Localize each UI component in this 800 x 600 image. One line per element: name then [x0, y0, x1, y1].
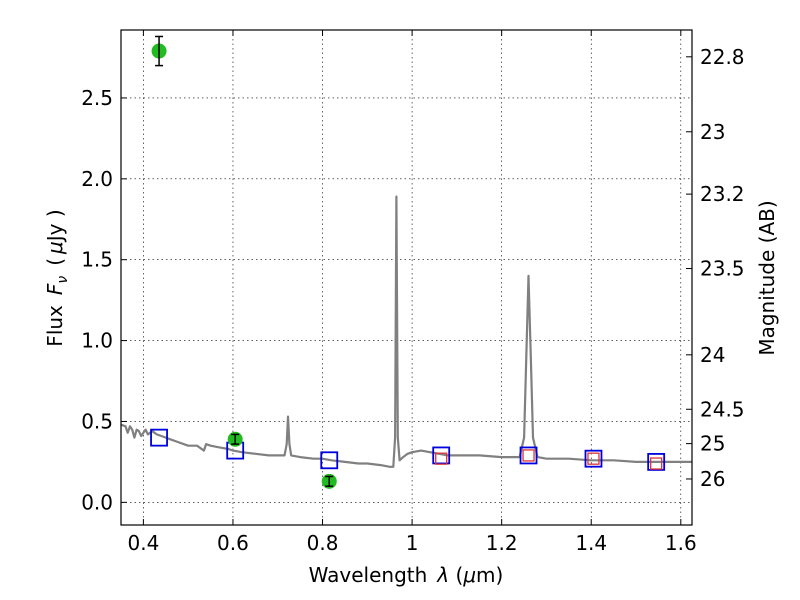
x-axis-label: Wavelength λ (μm)	[309, 563, 504, 587]
model-red-square	[522, 449, 535, 462]
grid-layer	[121, 30, 692, 525]
y-axis-label: FluxFν(μJy )	[43, 209, 71, 346]
x-tick-label: 0.6	[217, 531, 249, 555]
y-tick-label: 2.5	[81, 86, 113, 110]
y2-tick-label: 23	[700, 120, 725, 144]
x-tick-label: 1.4	[575, 531, 607, 555]
model-blue-square	[320, 451, 339, 470]
y2-tick-label: 26	[700, 467, 725, 491]
tick-layer: 0.4 0.6 0.8 1 1.2 1.4 1.6 0.0 0.5 1.0 1.5 2.0 2.5 22.…	[81, 30, 745, 555]
x-tick-label: 1.6	[665, 531, 697, 555]
series-layer	[120, 195, 692, 468]
spectrum-line	[120, 195, 692, 468]
x-tick-label: 0.8	[307, 531, 339, 555]
x-tick-label: 0.4	[127, 531, 159, 555]
model-red-square	[435, 452, 448, 465]
plot-frame	[120, 29, 693, 526]
marker-layer	[150, 35, 666, 489]
model-red-square	[650, 457, 663, 470]
y2-tick-label: 23.5	[700, 257, 745, 281]
y-tick-label: 2.0	[81, 167, 113, 191]
y-tick-label: 1.0	[81, 329, 113, 353]
y-tick-label: 1.5	[81, 248, 113, 272]
model-blue-square	[647, 453, 666, 471]
y-tick-label: 0.0	[81, 490, 113, 514]
model-red-square	[587, 452, 600, 465]
model-blue-square	[150, 428, 168, 447]
y2-axis-label: Magnitude (AB)	[755, 200, 779, 355]
y2-tick-label: 24	[700, 343, 725, 367]
model-blue-square	[519, 446, 538, 465]
y2-tick-label: 22.8	[700, 45, 745, 69]
y2-tick-label: 24.5	[700, 397, 745, 421]
model-blue-square	[432, 446, 451, 465]
y2-tick-label: 25	[700, 432, 725, 456]
x-tick-label: 1.2	[486, 531, 518, 555]
y-tick-label: 0.5	[81, 409, 113, 433]
y2-tick-label: 23.2	[700, 182, 745, 206]
x-tick-label: 1	[406, 531, 419, 555]
model-blue-square	[584, 449, 603, 468]
